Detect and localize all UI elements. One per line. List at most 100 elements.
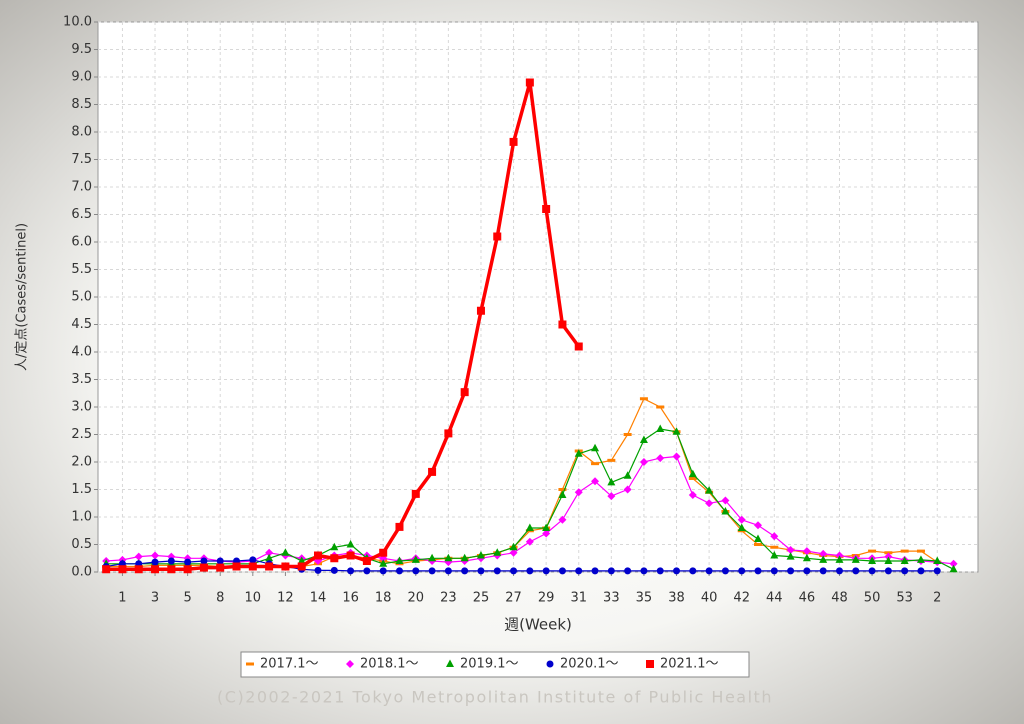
legend-label: 2020.1～ — [560, 657, 619, 672]
y-tick-label: 2.5 — [71, 427, 92, 442]
data-point — [444, 567, 452, 575]
x-tick-label: 46 — [799, 591, 816, 606]
y-tick-label: 9.5 — [71, 42, 92, 57]
legend-marker — [246, 662, 254, 666]
data-point — [297, 562, 306, 571]
y-tick-label: 0.0 — [71, 565, 92, 580]
data-point — [656, 405, 665, 409]
data-point — [868, 556, 877, 564]
legend-label: 2021.1～ — [660, 657, 719, 672]
legend-label: 2017.1～ — [260, 657, 319, 672]
data-point — [297, 556, 306, 564]
data-point — [477, 567, 485, 575]
data-point — [884, 556, 893, 564]
x-tick-label: 23 — [440, 591, 457, 606]
data-point — [656, 454, 665, 463]
data-point — [526, 567, 534, 575]
data-point — [673, 567, 681, 575]
data-point — [395, 556, 404, 564]
data-point — [330, 542, 339, 551]
y-tick-label: 4.5 — [71, 317, 92, 332]
data-point — [428, 553, 437, 562]
data-point — [917, 567, 925, 575]
data-point — [330, 566, 338, 574]
x-tick-label: 1 — [118, 591, 126, 606]
y-tick-label: 3.5 — [71, 372, 92, 387]
data-point — [542, 523, 551, 531]
y-tick-label: 2.0 — [71, 455, 92, 470]
data-point — [102, 565, 111, 574]
y-tick-label: 7.5 — [71, 152, 92, 167]
x-tick-label: 5 — [183, 591, 191, 606]
data-point — [151, 565, 160, 574]
data-point — [346, 551, 355, 560]
data-point — [118, 565, 127, 574]
data-point — [737, 523, 746, 531]
data-point — [249, 556, 257, 564]
data-point — [281, 548, 290, 556]
x-tick-label: 3 — [151, 591, 159, 606]
data-point — [721, 567, 729, 575]
data-point — [900, 556, 909, 564]
data-point — [949, 559, 958, 568]
x-tick-label: 27 — [505, 591, 522, 606]
y-axis-label: 人/定点(Cases/sentinel) — [15, 223, 30, 371]
data-point — [379, 559, 388, 567]
data-point — [754, 567, 762, 575]
data-point — [265, 553, 274, 562]
x-tick-label: 48 — [831, 591, 848, 606]
data-point — [901, 567, 909, 575]
data-point — [688, 477, 697, 480]
x-tick-label: 40 — [701, 591, 718, 606]
x-tick-label: 10 — [245, 591, 262, 606]
y-tick-label: 1.5 — [71, 482, 92, 497]
data-point — [314, 551, 322, 560]
data-point — [199, 563, 208, 572]
data-point — [738, 567, 746, 575]
y-tick-label: 9.0 — [71, 70, 92, 85]
data-point — [444, 429, 453, 438]
data-point — [379, 567, 387, 575]
x-tick-label: 2 — [933, 591, 941, 606]
data-point — [151, 558, 159, 566]
data-point — [851, 555, 860, 563]
data-point — [591, 443, 600, 452]
data-point — [183, 565, 192, 574]
x-tick-label: 14 — [310, 591, 327, 606]
legend-marker — [346, 660, 354, 668]
data-point — [167, 565, 176, 574]
data-point — [444, 553, 453, 562]
data-point — [509, 548, 518, 557]
series-line — [106, 559, 938, 572]
data-point — [330, 554, 339, 563]
data-point — [558, 515, 567, 524]
data-point — [900, 549, 909, 553]
data-point — [265, 562, 274, 571]
data-point — [819, 549, 828, 558]
data-point — [216, 563, 225, 572]
data-point — [476, 551, 485, 559]
data-point — [623, 485, 632, 494]
data-point — [347, 567, 355, 575]
data-point — [428, 567, 436, 575]
footer: (C)2002-2021 Tokyo Metropolitan Institut… — [217, 688, 773, 707]
x-tick-label: 8 — [216, 591, 224, 606]
data-point — [770, 545, 779, 549]
data-point — [346, 540, 355, 548]
x-tick-label: 38 — [668, 591, 685, 606]
data-point — [281, 562, 290, 571]
data-point — [461, 567, 469, 575]
x-tick-label: 50 — [864, 591, 881, 606]
legend-label: 2019.1～ — [460, 657, 519, 672]
data-point — [575, 567, 583, 575]
data-point — [737, 515, 746, 524]
legend-marker — [546, 660, 554, 668]
x-tick-label: 42 — [733, 591, 750, 606]
data-point — [916, 555, 925, 563]
data-point — [868, 567, 876, 575]
y-tick-label: 1.0 — [71, 510, 92, 525]
data-point — [623, 471, 632, 479]
data-point — [688, 491, 697, 499]
y-tick-label: 8.5 — [71, 97, 92, 112]
data-point — [428, 467, 437, 476]
